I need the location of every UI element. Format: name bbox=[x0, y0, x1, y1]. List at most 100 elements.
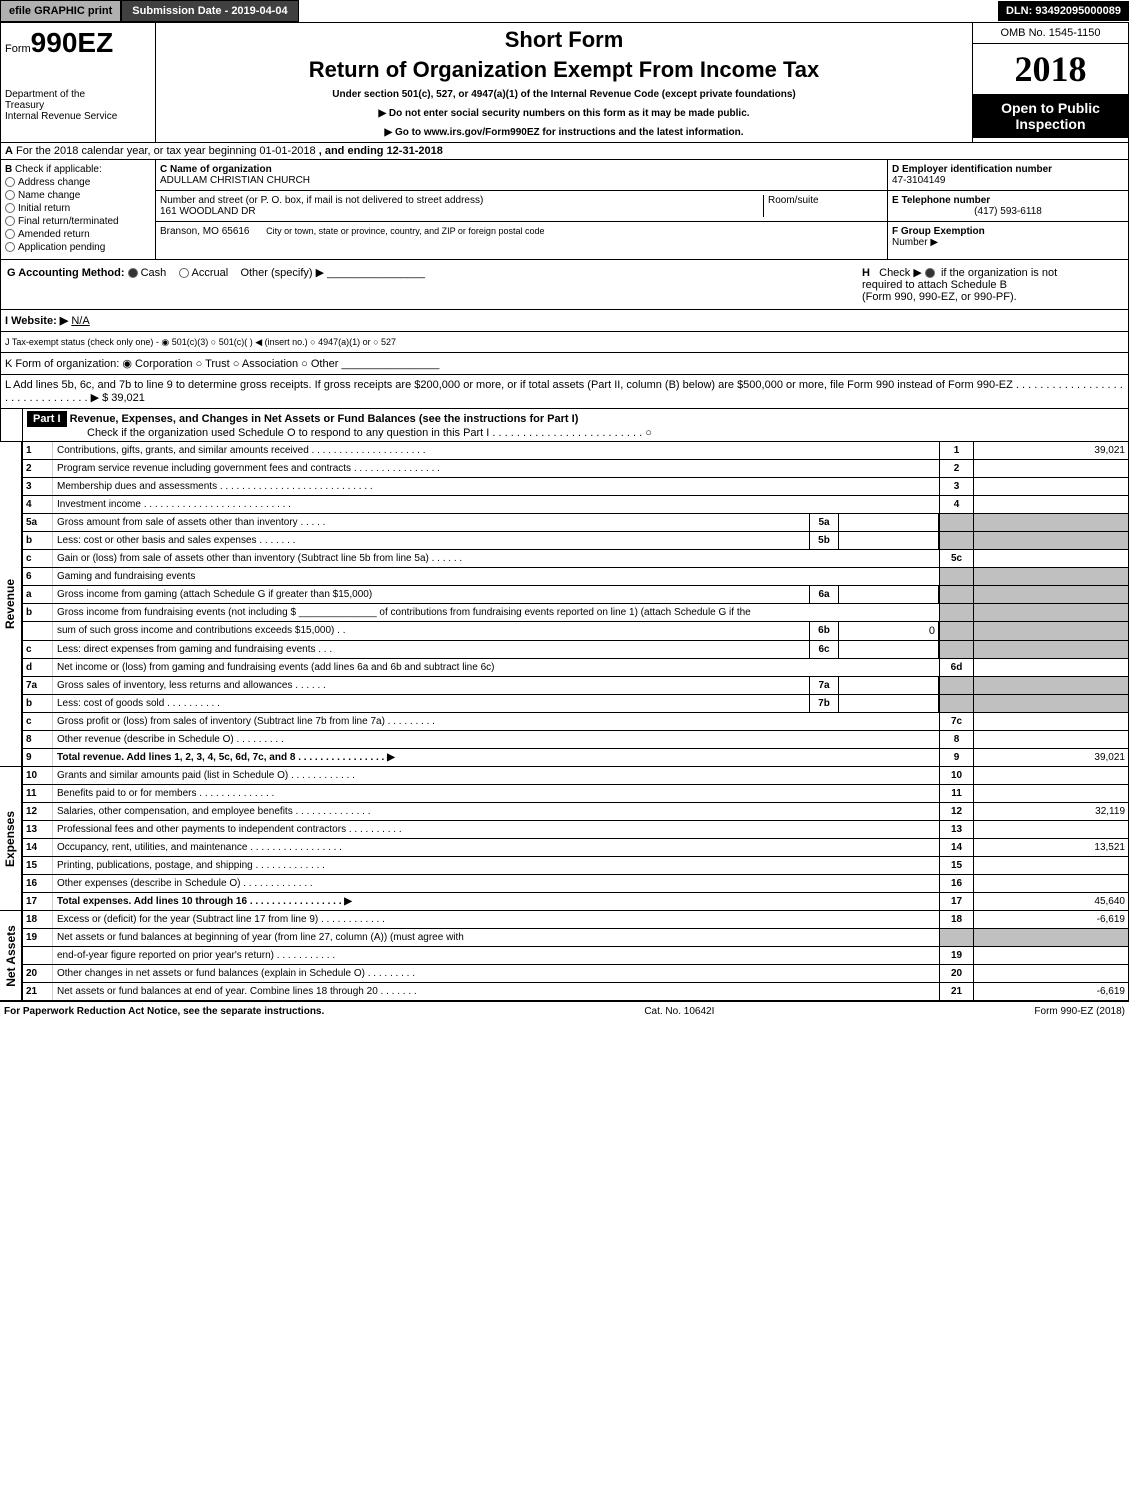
line-9-value: 39,021 bbox=[973, 749, 1128, 766]
line-13: 13 Professional fees and other payments … bbox=[22, 821, 1129, 839]
line-16: 16 Other expenses (describe in Schedule … bbox=[22, 875, 1129, 893]
room-suite: Room/suite bbox=[763, 195, 883, 217]
side-label-revenue: Revenue bbox=[0, 442, 22, 767]
section-a-ending: , and ending 12-31-2018 bbox=[319, 145, 443, 157]
line-5b-value bbox=[839, 532, 939, 549]
radio-cash[interactable] bbox=[128, 268, 138, 278]
line-10: 10 Grants and similar amounts paid (list… bbox=[22, 767, 1129, 785]
line-21-value: -6,619 bbox=[973, 983, 1128, 1000]
city-hint: City or town, state or province, country… bbox=[266, 226, 544, 236]
checkbox-schedule-b[interactable] bbox=[925, 268, 935, 278]
under-section: Under section 501(c), 527, or 4947(a)(1)… bbox=[160, 89, 968, 100]
line-6b-value: 0 bbox=[839, 622, 939, 640]
form-title-block: Form990EZ Department of the Treasury Int… bbox=[0, 23, 1129, 143]
part1-check-text: Check if the organization used Schedule … bbox=[87, 427, 652, 439]
line-17-value: 45,640 bbox=[973, 893, 1128, 910]
gross-receipts-text: L Add lines 5b, 6c, and 7b to line 9 to … bbox=[5, 379, 1123, 404]
line-11: 11 Benefits paid to or for members . . .… bbox=[22, 785, 1129, 803]
h-text3: (Form 990, 990-EZ, or 990-PF). bbox=[862, 291, 1017, 303]
org-name-row: C Name of organization ADULLAM CHRISTIAN… bbox=[156, 160, 887, 191]
h-text2: required to attach Schedule B bbox=[862, 279, 1007, 291]
checkbox-application-pending[interactable]: Application pending bbox=[5, 242, 151, 253]
line-8-value bbox=[973, 731, 1128, 748]
ein-row: D Employer identification number 47-3104… bbox=[888, 160, 1128, 191]
line-14: 14 Occupancy, rent, utilities, and maint… bbox=[22, 839, 1129, 857]
section-l: L Add lines 5b, 6c, and 7b to line 9 to … bbox=[0, 375, 1129, 409]
line-7c: c Gross profit or (loss) from sales of i… bbox=[22, 713, 1129, 731]
h-label: H bbox=[862, 267, 870, 279]
footer-catalog: Cat. No. 10642I bbox=[644, 1006, 714, 1017]
line-1-value: 39,021 bbox=[973, 442, 1128, 459]
section-def: D Employer identification number 47-3104… bbox=[888, 160, 1128, 259]
line-20-value bbox=[973, 965, 1128, 982]
line-6: 6 Gaming and fundraising events bbox=[22, 568, 1129, 586]
website-value: N/A bbox=[71, 315, 89, 327]
line-15: 15 Printing, publications, postage, and … bbox=[22, 857, 1129, 875]
part1-label: Part I bbox=[27, 411, 67, 427]
section-c: C Name of organization ADULLAM CHRISTIAN… bbox=[156, 160, 888, 259]
section-h: H Check ▶ if the organization is not req… bbox=[862, 266, 1122, 303]
form-prefix: Form bbox=[5, 43, 31, 55]
do-not-enter: ▶ Do not enter social security numbers o… bbox=[160, 108, 968, 119]
city-row: Branson, MO 65616 City or town, state or… bbox=[156, 222, 887, 241]
short-form-title: Short Form bbox=[160, 27, 968, 53]
line-11-value bbox=[973, 785, 1128, 802]
line-10-value bbox=[973, 767, 1128, 784]
form-id-cell: Form990EZ Department of the Treasury Int… bbox=[1, 23, 156, 142]
checkbox-amended-return[interactable]: Amended return bbox=[5, 229, 151, 240]
line-18-value: -6,619 bbox=[973, 911, 1128, 928]
name-label: C Name of organization bbox=[160, 164, 272, 175]
line-5c-value bbox=[973, 550, 1128, 567]
checkbox-address-change[interactable]: Address change bbox=[5, 177, 151, 188]
line-6b-cont: sum of such gross income and contributio… bbox=[22, 622, 1129, 641]
submission-date-button[interactable]: Submission Date - 2019-04-04 bbox=[121, 0, 298, 22]
ein-value: 47-3104149 bbox=[892, 175, 945, 186]
side-label-netassets: Net Assets bbox=[0, 911, 22, 1001]
line-1: 1 Contributions, gifts, grants, and simi… bbox=[22, 442, 1129, 460]
section-b-label: B bbox=[5, 164, 12, 175]
radio-accrual[interactable] bbox=[179, 268, 189, 278]
efile-print-button[interactable]: efile GRAPHIC print bbox=[0, 0, 121, 22]
line-5c: c Gain or (loss) from sale of assets oth… bbox=[22, 550, 1129, 568]
line-5a-value bbox=[839, 514, 939, 531]
section-a-label: A bbox=[5, 145, 13, 157]
line-6c-value bbox=[839, 641, 939, 658]
line-6d: d Net income or (loss) from gaming and f… bbox=[22, 659, 1129, 677]
title-cell: Short Form Return of Organization Exempt… bbox=[156, 23, 973, 142]
line-7b-value bbox=[839, 695, 939, 712]
checkbox-final-return[interactable]: Final return/terminated bbox=[5, 216, 151, 227]
open-public-l2: Inspection bbox=[979, 116, 1122, 132]
section-i: I Website: ▶ N/A bbox=[0, 310, 1129, 332]
goto-link[interactable]: ▶ Go to www.irs.gov/Form990EZ for instru… bbox=[160, 127, 968, 138]
line-13-value bbox=[973, 821, 1128, 838]
line-6d-value bbox=[973, 659, 1128, 676]
line-6a-value bbox=[839, 586, 939, 603]
line-3: 3 Membership dues and assessments . . . … bbox=[22, 478, 1129, 496]
line-2-value bbox=[973, 460, 1128, 477]
checkbox-initial-return[interactable]: Initial return bbox=[5, 203, 151, 214]
side-label-expenses: Expenses bbox=[0, 767, 22, 911]
address-row: Number and street (or P. O. box, if mail… bbox=[156, 191, 887, 222]
line-19-value bbox=[973, 947, 1128, 964]
group-number: Number ▶ bbox=[892, 237, 938, 248]
line-17: 17 Total expenses. Add lines 10 through … bbox=[22, 893, 1129, 911]
line-7c-value bbox=[973, 713, 1128, 730]
website-label: I Website: ▶ bbox=[5, 315, 68, 327]
open-public-badge: Open to Public Inspection bbox=[973, 94, 1128, 138]
tel-label: E Telephone number bbox=[892, 195, 990, 206]
footer-left: For Paperwork Reduction Act Notice, see … bbox=[4, 1006, 324, 1017]
line-19: 19 Net assets or fund balances at beginn… bbox=[22, 929, 1129, 947]
tax-exempt-status: J Tax-exempt status (check only one) - ◉… bbox=[5, 337, 396, 347]
checkbox-name-change[interactable]: Name change bbox=[5, 190, 151, 201]
dept-line-2: Treasury bbox=[5, 100, 151, 111]
section-b: B Check if applicable: Address change Na… bbox=[1, 160, 156, 259]
line-6a: a Gross income from gaming (attach Sched… bbox=[22, 586, 1129, 604]
line-16-value bbox=[973, 875, 1128, 892]
addr-value: 161 WOODLAND DR bbox=[160, 206, 763, 217]
line-2: 2 Program service revenue including gove… bbox=[22, 460, 1129, 478]
part1-header-row: Part I Revenue, Expenses, and Changes in… bbox=[0, 409, 1129, 442]
return-title: Return of Organization Exempt From Incom… bbox=[160, 57, 968, 83]
line-4-value bbox=[973, 496, 1128, 513]
h-text1: if the organization is not bbox=[941, 267, 1057, 279]
line-6b: b Gross income from fundraising events (… bbox=[22, 604, 1129, 622]
